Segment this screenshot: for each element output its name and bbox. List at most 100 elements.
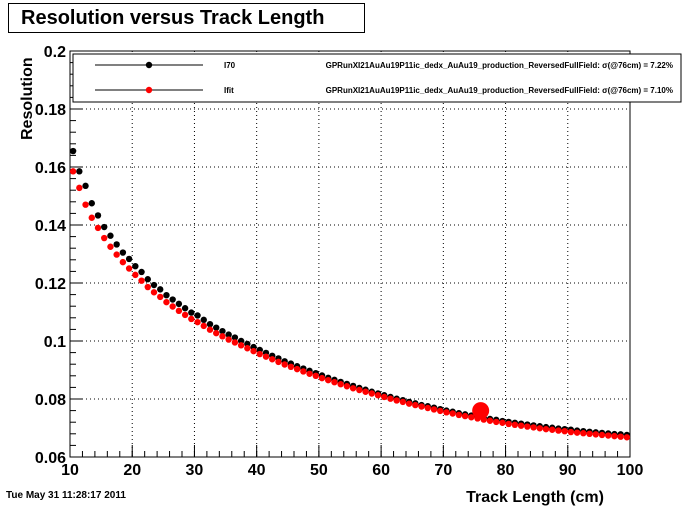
- data-point-i70: [138, 268, 145, 276]
- x-tick-label: 40: [248, 462, 266, 479]
- y-tick-label: 0.06: [35, 450, 66, 467]
- y-axis-label: Resolution: [19, 57, 36, 140]
- data-point-ifit: [337, 381, 344, 388]
- y-tick-label: 0.14: [35, 218, 66, 235]
- x-axis-label: Track Length (cm): [466, 489, 604, 506]
- data-point-i70: [76, 168, 83, 175]
- data-point-i70: [188, 309, 195, 316]
- data-point-ifit: [231, 339, 239, 346]
- data-point-ifit: [194, 318, 201, 326]
- data-point-ifit: [580, 430, 587, 437]
- data-point-ifit: [76, 184, 83, 192]
- data-point-ifit: [244, 345, 251, 352]
- data-point-ifit: [567, 428, 575, 436]
- x-tick-label: 70: [434, 462, 452, 479]
- data-point-ifit: [69, 168, 77, 175]
- data-point-ifit: [213, 329, 220, 337]
- data-point-ifit: [113, 251, 120, 258]
- x-tick-label: 20: [123, 462, 141, 479]
- data-point-ifit: [505, 420, 512, 428]
- data-point-ifit: [455, 411, 463, 419]
- data-point-ifit: [169, 303, 176, 310]
- data-point-ifit: [225, 336, 232, 343]
- data-point-ifit: [511, 421, 519, 429]
- data-point-ifit: [219, 333, 226, 340]
- data-point-ifit: [437, 407, 444, 415]
- timestamp: Tue May 31 11:28:17 2011: [6, 490, 126, 501]
- data-point-ifit: [287, 363, 295, 371]
- data-point-ifit: [163, 298, 170, 306]
- highlight-point: [472, 402, 490, 420]
- data-point-ifit: [524, 423, 531, 430]
- data-point-ifit: [256, 350, 263, 358]
- data-point-ifit: [293, 365, 301, 373]
- data-point-i70: [132, 262, 139, 270]
- data-point-ifit: [418, 403, 425, 410]
- data-point-i70: [69, 147, 77, 155]
- data-point-ifit: [623, 434, 631, 441]
- data-point-ifit: [549, 426, 556, 433]
- x-tick-label: 30: [186, 462, 204, 479]
- data-point-ifit: [312, 372, 319, 379]
- data-point-ifit: [125, 265, 133, 272]
- data-point-ifit: [349, 385, 357, 392]
- y-tick-label: 0.12: [35, 276, 66, 293]
- data-point-ifit: [200, 322, 207, 330]
- data-point-i70: [219, 327, 226, 335]
- data-point-ifit: [237, 342, 245, 349]
- data-point-ifit: [269, 356, 276, 363]
- data-point-ifit: [262, 353, 270, 360]
- data-point-ifit: [331, 378, 338, 386]
- data-point-i70: [194, 312, 201, 319]
- data-point-ifit: [611, 432, 618, 440]
- data-point-i70: [101, 223, 108, 231]
- data-point-ifit: [412, 401, 419, 409]
- data-point-ifit: [461, 412, 469, 420]
- data-point-ifit: [486, 417, 494, 424]
- legend-series-name: Ifit: [224, 86, 234, 95]
- data-point-ifit: [393, 397, 400, 404]
- data-point-i70: [144, 276, 151, 283]
- data-point-i70: [231, 334, 239, 341]
- data-point-ifit: [88, 214, 95, 221]
- data-point-ifit: [381, 393, 388, 401]
- data-point-i70: [181, 305, 189, 312]
- data-point-i70: [150, 281, 158, 289]
- data-point-i70: [107, 232, 114, 239]
- data-point-ifit: [157, 293, 164, 301]
- data-point-i70: [125, 255, 133, 263]
- data-point-ifit: [542, 425, 550, 433]
- data-point-ifit: [362, 388, 369, 395]
- data-point-ifit: [318, 374, 326, 382]
- data-point-i70: [213, 324, 220, 331]
- data-point-ifit: [150, 289, 158, 296]
- data-point-ifit: [325, 376, 332, 384]
- data-point-ifit: [300, 368, 307, 375]
- data-point-ifit: [181, 311, 189, 319]
- data-point-i70: [157, 286, 164, 293]
- data-point-ifit: [94, 224, 102, 232]
- legend-marker: [145, 61, 153, 69]
- data-point-ifit: [343, 383, 351, 390]
- data-point-ifit: [468, 414, 475, 421]
- data-point-i70: [113, 241, 120, 248]
- x-tick-label: 80: [497, 462, 515, 479]
- data-point-i70: [119, 249, 127, 256]
- data-point-i70: [200, 316, 207, 324]
- legend-series-description: GPRunXI21AuAu19P11ic_dedx_AuAu19_product…: [326, 61, 673, 70]
- data-point-ifit: [306, 370, 313, 377]
- data-point-ifit: [555, 427, 562, 434]
- data-point-ifit: [119, 258, 127, 266]
- data-point-ifit: [132, 271, 139, 279]
- data-point-ifit: [250, 347, 257, 355]
- y-tick-label: 0.16: [35, 160, 66, 177]
- data-point-ifit: [275, 358, 282, 366]
- data-point-ifit: [424, 404, 431, 412]
- data-point-ifit: [443, 409, 450, 416]
- data-point-ifit: [605, 432, 612, 439]
- x-tick-label: 100: [617, 462, 644, 479]
- legend-series-description: GPRunXI21AuAu19P11ic_dedx_AuAu19_product…: [326, 86, 673, 95]
- data-point-ifit: [368, 390, 375, 397]
- legend-marker: [145, 86, 153, 94]
